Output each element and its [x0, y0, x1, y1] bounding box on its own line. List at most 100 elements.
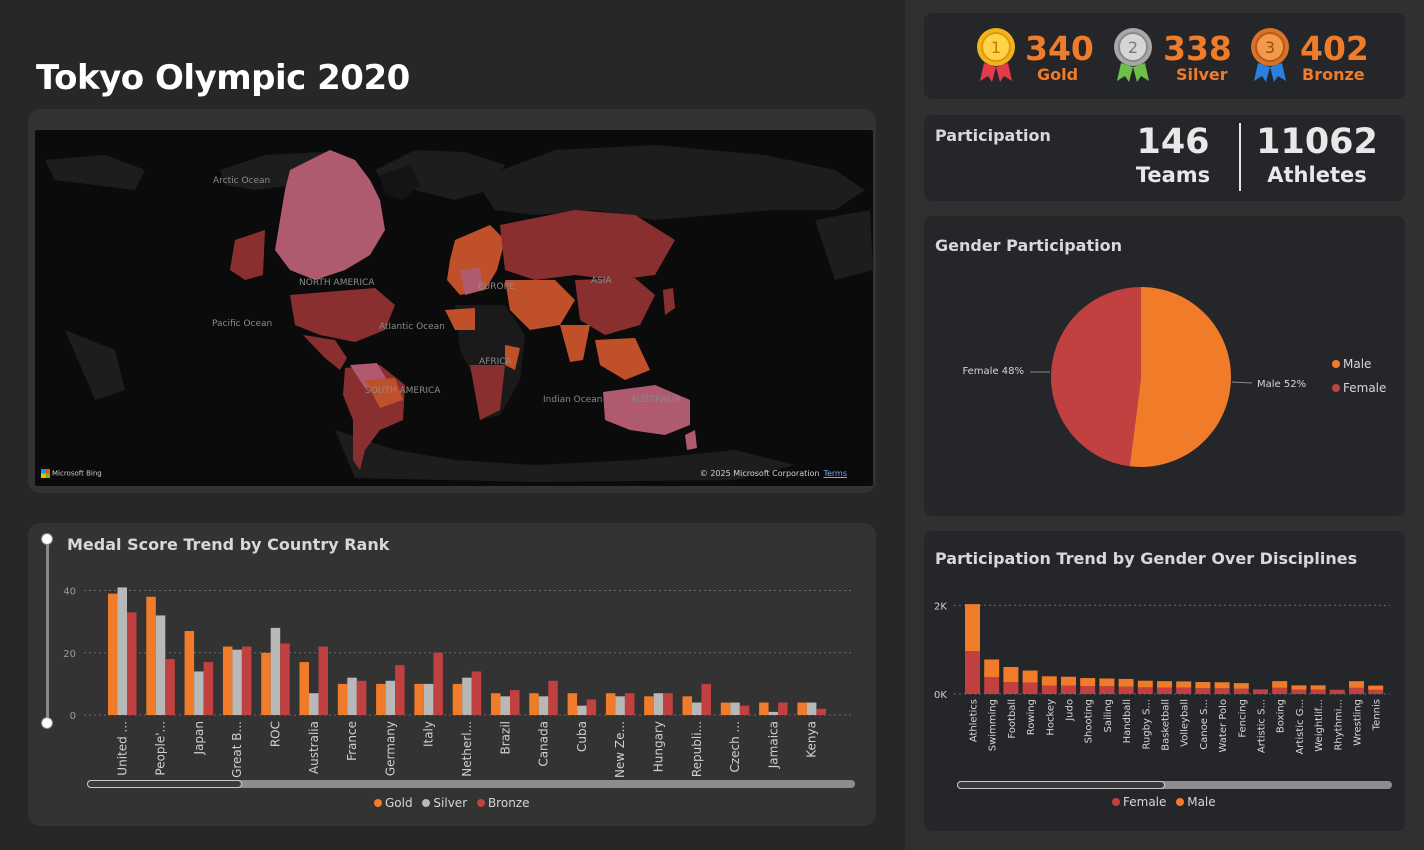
map-region-middle-east[interactable]: [505, 280, 575, 330]
label-asia: ASIA: [591, 276, 612, 286]
gold-rank-number: 1: [991, 38, 1001, 57]
range-slider-top-handle[interactable]: [41, 533, 53, 545]
map-region-india[interactable]: [560, 325, 590, 362]
bar-bronze: [510, 690, 520, 715]
bar-male: [1310, 685, 1326, 690]
bar-gold: [644, 696, 654, 715]
map-region-se-asia[interactable]: [595, 338, 650, 380]
legend-female-label: Female: [1123, 795, 1167, 809]
pie-slice-male: [1129, 287, 1231, 467]
athletes-label: Athletes: [1267, 163, 1367, 187]
map-region-kenya[interactable]: [505, 345, 520, 370]
bar-male: [984, 659, 1000, 678]
discipline-chart-scrollbar[interactable]: [957, 781, 1392, 789]
bar-silver: [155, 615, 166, 715]
range-slider-bottom-handle[interactable]: [41, 717, 53, 729]
x-tick-label: Jamaica: [766, 721, 780, 769]
bar-silver: [577, 705, 587, 715]
map-region-new-zealand[interactable]: [685, 430, 697, 450]
silver-count: 338: [1163, 29, 1232, 68]
map-region-alaska[interactable]: [230, 230, 265, 280]
map-region-usa[interactable]: [290, 288, 395, 342]
bar-female: [965, 651, 980, 694]
bar-female: [1080, 686, 1096, 694]
bar-bronze: [433, 652, 443, 715]
bar-gold: [146, 596, 156, 715]
y-tick-label: 2K: [934, 601, 947, 612]
bar-male: [1003, 666, 1019, 683]
medal-chart-scrollbar[interactable]: [87, 780, 855, 788]
map-region-roc[interactable]: [500, 210, 675, 280]
bar-female: [984, 677, 1000, 694]
legend-silver-dot: [422, 799, 431, 807]
map-region-france[interactable]: [460, 268, 483, 295]
map-region-australia[interactable]: [603, 385, 690, 435]
bar-female: [1329, 689, 1345, 694]
bar-female: [1041, 685, 1057, 694]
bar-silver: [538, 696, 549, 715]
bar-bronze: [471, 671, 482, 715]
bar-silver: [692, 702, 702, 715]
map-region-brazil[interactable]: [365, 378, 403, 408]
legend-bronze-dot: [476, 799, 485, 807]
pie-label-male: Male 52%: [1257, 379, 1306, 390]
x-tick-label: Fencing: [1237, 699, 1248, 738]
discipline-bar-chart[interactable]: 0K 2K Athletics Swimming Football Rowing Hocke…: [924, 531, 1405, 831]
map-region-canada[interactable]: [275, 150, 385, 280]
x-tick-label: Wrestling: [1353, 699, 1364, 746]
legend-male: Male: [1176, 795, 1216, 809]
map-region-japan[interactable]: [663, 288, 675, 315]
x-tick-label: Japan: [192, 721, 206, 755]
legend-bronze: Bronze: [476, 796, 529, 810]
bar-male: [1349, 681, 1364, 688]
discipline-chart-scrollbar-thumb[interactable]: [957, 781, 1165, 789]
world-map[interactable]: Arctic Ocean NORTH AMERICA Pacific Ocean…: [35, 130, 873, 486]
bar-bronze: [356, 680, 367, 715]
x-tick-label: Czech ...: [728, 721, 742, 773]
label-pacific: Pacific Ocean: [212, 319, 273, 329]
bar-bronze: [548, 680, 558, 715]
range-slider-track[interactable]: [46, 539, 49, 722]
bar-male: [1291, 685, 1307, 690]
map-region-north-africa[interactable]: [445, 308, 475, 330]
map-region-mexico[interactable]: [303, 335, 347, 370]
legend-gold: Gold: [374, 796, 413, 810]
bar-gold: [797, 702, 807, 715]
bar-silver: [615, 696, 625, 715]
x-tick-label: Rugby S...: [1141, 699, 1152, 750]
pie-legend-male-dot: [1332, 360, 1340, 368]
bronze-count: 402: [1300, 29, 1369, 68]
x-tick-label: Basketball: [1161, 699, 1172, 751]
x-tick-label: Cuba: [575, 721, 589, 752]
bar-gold: [222, 646, 233, 715]
bar-gold: [299, 662, 309, 715]
gold-medal-icon: 1: [977, 28, 1015, 82]
bar-male: [1137, 680, 1153, 688]
label-africa: AFRICA: [479, 357, 512, 367]
bronze-label: Bronze: [1302, 65, 1365, 84]
x-tick-label: Artistic S...: [1257, 699, 1268, 753]
map-region-china[interactable]: [575, 278, 655, 335]
bar-gold: [452, 683, 463, 715]
bronze-medal-icon: 3: [1251, 28, 1289, 82]
pie-legend-male: Male: [1332, 357, 1371, 371]
bar-bronze: [127, 612, 137, 715]
x-tick-label: Hockey: [1045, 699, 1056, 736]
gender-pie-chart[interactable]: Male 52% Female 48%: [924, 216, 1405, 516]
y-tick-label: 20: [63, 649, 76, 660]
bar-male: [1233, 683, 1249, 689]
medal-bar-chart[interactable]: 0 20 40 United ... People'... Japan Great B...…: [28, 523, 876, 826]
x-tick-label: People'...: [154, 721, 168, 776]
bar-female: [1368, 689, 1384, 694]
bar-gold: [337, 683, 348, 715]
bar-bronze: [280, 643, 290, 715]
medal-chart-scrollbar-thumb[interactable]: [87, 780, 242, 788]
x-tick-label: New Ze...: [613, 721, 627, 778]
bar-female: [1233, 688, 1249, 694]
y-tick-label: 0K: [934, 690, 947, 701]
terms-link[interactable]: Terms: [823, 469, 847, 478]
map-region-southern-africa[interactable]: [470, 365, 505, 420]
silver-medal-icon: 2: [1114, 28, 1152, 82]
map-regions: [230, 150, 697, 470]
pie-legend-female: Female: [1332, 381, 1386, 395]
